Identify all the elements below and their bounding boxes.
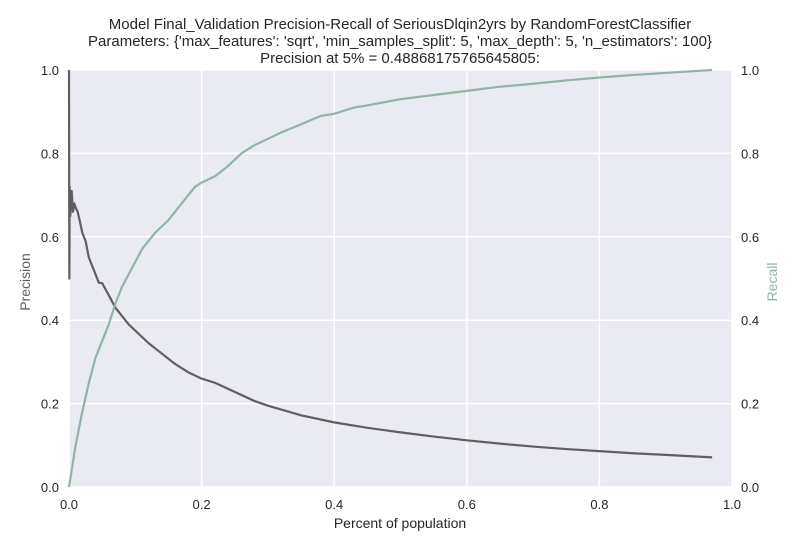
precision-line — [67, 69, 713, 459]
x-tick-label: 0.0 — [60, 497, 78, 512]
right-tick-label: 0.4 — [741, 313, 759, 328]
plot-area — [69, 70, 732, 487]
left-tick-label: 0.0 — [41, 480, 59, 495]
x-tick-label: 0.2 — [193, 497, 211, 512]
left-tick-label: 0.4 — [41, 313, 59, 328]
x-tick-labels: 0.0 0.2 0.4 0.6 0.8 1.0 — [60, 497, 741, 512]
right-tick-label: 0.2 — [741, 397, 759, 412]
right-tick-labels: 0.0 0.2 0.4 0.6 0.8 1.0 — [741, 63, 759, 495]
series-layer — [67, 68, 713, 488]
x-tick-label: 0.4 — [325, 497, 343, 512]
left-tick-label: 0.2 — [41, 397, 59, 412]
x-tick-label: 1.0 — [723, 497, 741, 512]
left-tick-label: 0.8 — [41, 146, 59, 161]
chart-title-line-2: Parameters: {'max_features': 'sqrt', 'mi… — [88, 33, 712, 50]
recall-line — [67, 68, 713, 488]
right-tick-label: 0.0 — [741, 480, 759, 495]
left-tick-label: 0.6 — [41, 230, 59, 245]
grid-lines — [68, 69, 733, 488]
left-tick-labels: 0.0 0.2 0.4 0.6 0.8 1.0 — [41, 63, 59, 495]
right-tick-label: 0.8 — [741, 146, 759, 161]
x-tick-label: 0.6 — [458, 497, 476, 512]
right-tick-label: 1.0 — [741, 63, 759, 78]
x-axis-label: Percent of population — [334, 515, 466, 531]
chart-title-line-1: Model Final_Validation Precision-Recall … — [109, 16, 691, 33]
right-axis-label: Recall — [764, 263, 780, 302]
chart-title-line-3: Precision at 5% = 0.48868175765645805: — [260, 50, 540, 67]
left-tick-label: 1.0 — [41, 63, 59, 78]
right-tick-label: 0.6 — [741, 230, 759, 245]
left-axis-label: Precision — [17, 253, 33, 311]
x-tick-label: 0.8 — [590, 497, 608, 512]
